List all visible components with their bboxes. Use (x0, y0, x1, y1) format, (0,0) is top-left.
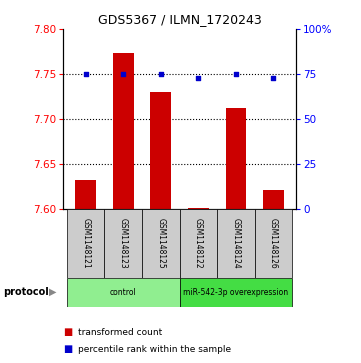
Bar (67, 278, 180, 307)
Point (158, 71, 164, 77)
Text: GSM1148126: GSM1148126 (269, 218, 278, 269)
Text: transformed count: transformed count (78, 328, 162, 337)
Bar (67, 209, 104, 278)
Bar (263, 190, 284, 209)
Bar (226, 108, 246, 209)
Text: GSM1148122: GSM1148122 (194, 218, 203, 269)
Bar (151, 92, 171, 209)
Bar (142, 209, 180, 278)
Point (196, 75, 201, 81)
Text: protocol: protocol (4, 287, 49, 297)
Title: GDS5367 / ILMN_1720243: GDS5367 / ILMN_1720243 (98, 13, 261, 26)
Bar (104, 209, 142, 278)
Bar (217, 209, 255, 278)
Bar (113, 53, 134, 209)
Bar (180, 278, 292, 307)
Text: percentile rank within the sample: percentile rank within the sample (78, 345, 231, 354)
Text: ■: ■ (63, 327, 73, 337)
Text: ■: ■ (63, 344, 73, 354)
Bar (180, 209, 217, 278)
Bar (188, 208, 209, 209)
Bar (255, 209, 292, 278)
Text: GSM1148124: GSM1148124 (231, 218, 240, 269)
Text: GSM1148121: GSM1148121 (81, 218, 90, 269)
Point (120, 71, 126, 77)
Point (271, 75, 277, 81)
Point (83, 71, 88, 77)
Text: ▶: ▶ (49, 287, 56, 297)
Bar (75, 180, 96, 209)
Text: control: control (110, 288, 137, 297)
Text: miR-542-3p overexpression: miR-542-3p overexpression (183, 288, 288, 297)
Point (233, 71, 239, 77)
Text: GSM1148125: GSM1148125 (156, 218, 165, 269)
Text: GSM1148123: GSM1148123 (119, 218, 128, 269)
